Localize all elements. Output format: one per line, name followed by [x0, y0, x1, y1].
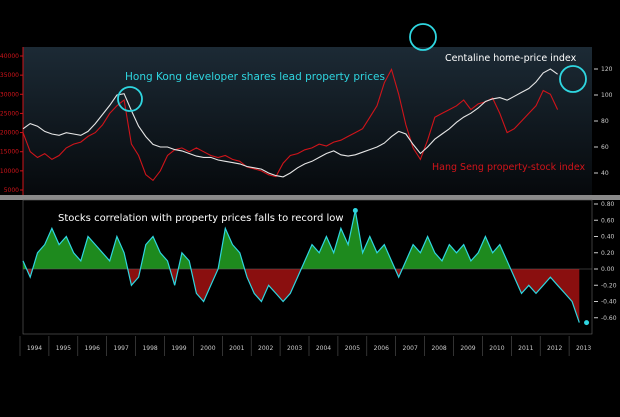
corr-axis-tick-label: -0.60 [601, 315, 617, 322]
x-axis-tick-label: 2002 [258, 345, 273, 352]
left-axis-tick-label: 35000 [0, 72, 19, 79]
corr-axis-tick-label: 0.00 [601, 266, 615, 273]
x-axis-tick-label: 2012 [547, 345, 562, 352]
left-axis-tick-label: 15000 [0, 149, 19, 156]
corr-axis-tick-label: 0.40 [601, 234, 615, 241]
x-axis-tick-label: 2009 [460, 345, 475, 352]
top-panel [23, 47, 592, 195]
x-axis-tick-label: 2007 [403, 345, 418, 352]
x-axis-tick-label: 2000 [200, 345, 215, 352]
right-axis-tick-label: 40 [601, 170, 609, 177]
correlation-title: Stocks correlation with property prices … [58, 213, 344, 224]
left-axis-tick-label: 40000 [0, 53, 19, 60]
x-axis-tick-label: 2004 [316, 345, 331, 352]
x-axis-tick-label: 1998 [142, 345, 157, 352]
right-axis-tick-label: 100 [601, 92, 613, 99]
negative-correlation-area [23, 269, 580, 323]
left-axis-tick-label: 20000 [0, 130, 19, 137]
corr-axis-tick-label: 0.20 [601, 250, 615, 257]
x-axis-tick-label: 2008 [431, 345, 446, 352]
x-axis-tick-label: 2003 [287, 345, 302, 352]
annotation-developer-shares: Hong Kong developer shares lead property… [125, 71, 385, 83]
left-axis-tick-label: 10000 [0, 168, 19, 175]
x-axis-tick-label: 2011 [518, 345, 533, 352]
right-axis-tick-label: 80 [601, 118, 609, 125]
centaline-line [22, 68, 558, 178]
corr-axis-tick-label: 0.80 [601, 201, 615, 208]
correlation-line [22, 210, 580, 323]
x-axis-tick-label: 1994 [27, 345, 42, 352]
x-axis-tick-label: 2005 [345, 345, 360, 352]
highlight-point [584, 320, 590, 326]
x-axis-tick-label: 2010 [489, 345, 504, 352]
highlight-point [352, 208, 358, 213]
corr-axis-tick-label: -0.20 [601, 282, 617, 289]
x-axis-tick-label: 2001 [229, 345, 244, 352]
x-axis-tick-label: 2013 [576, 345, 591, 352]
x-axis-tick-label: 1997 [114, 345, 129, 352]
left-axis-tick-label: 30000 [0, 91, 19, 98]
highlight-circle-2007 [409, 23, 437, 51]
right-axis-tick-label: 120 [601, 66, 613, 73]
highlight-circle-2013 [559, 65, 587, 93]
right-axis-tick-label: 60 [601, 144, 609, 151]
annotation-centaline: Centaline home-price index [445, 53, 577, 64]
x-axis-tick-label: 1996 [85, 345, 100, 352]
panel-divider [0, 195, 620, 200]
positive-correlation-area [23, 210, 580, 269]
hang-seng-line [22, 67, 559, 182]
highlight-circle-1997 [117, 86, 143, 112]
annotation-hang-seng: Hang Seng property-stock index [432, 162, 586, 173]
corr-axis-tick-label: -0.40 [601, 299, 617, 306]
x-axis-tick-label: 1999 [171, 345, 186, 352]
x-axis-tick-label: 2006 [374, 345, 389, 352]
left-axis-tick-label: 25000 [0, 110, 19, 117]
left-axis-tick-label: 5000 [4, 187, 19, 194]
x-axis-tick-label: 1995 [56, 345, 71, 352]
corr-axis-tick-label: 0.60 [601, 217, 615, 224]
